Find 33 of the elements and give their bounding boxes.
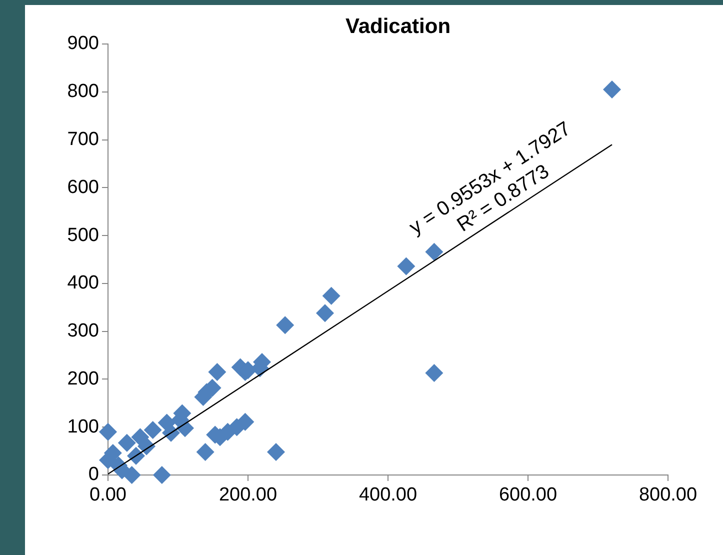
point [99,422,117,441]
point [322,286,340,305]
point [603,80,621,98]
chart-title: Vadication [345,14,451,38]
y-tick-label: 0 [88,464,99,486]
point [425,242,444,261]
x-tick-label: 600.00 [498,484,558,506]
point [152,466,171,484]
y-tick-label: 800 [67,81,99,102]
point [144,420,162,439]
x-tick-label: 200.00 [218,484,278,506]
point [196,443,214,462]
x-tick-label: 400.00 [358,484,418,506]
point [127,446,145,465]
point [208,363,226,382]
y-tick-label: 400 [67,272,99,294]
point [162,424,180,442]
x-tick-label: 0.00 [90,484,126,506]
y-tick-label: 300 [67,320,99,342]
point [425,364,444,382]
y-tick-label: 500 [67,224,99,246]
point [276,316,294,334]
point [138,437,156,456]
y-tick-label: 700 [67,129,99,150]
point [316,304,334,322]
y-tick-label: 900 [67,33,99,54]
y-tick-label: 100 [67,416,99,438]
point [397,257,416,276]
point [118,434,136,452]
y-tick-label: 600 [67,176,99,198]
point [267,443,285,462]
y-tick-label: 200 [67,368,99,390]
x-tick-label: 800.00 [638,484,698,506]
